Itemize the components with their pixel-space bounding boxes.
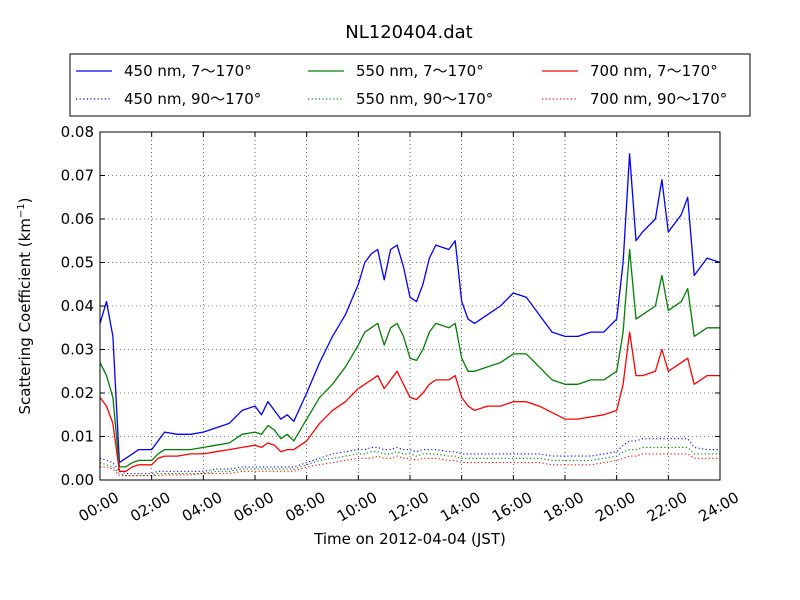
- x-tick-label: 00:00: [76, 488, 122, 525]
- series-line-0: [99, 153, 721, 464]
- y-tick-label: 0.02: [61, 384, 94, 402]
- legend-label: 450 nm, 7～170°: [124, 62, 252, 80]
- series-line-2: [99, 248, 720, 468]
- x-tick-label: 04:00: [179, 488, 225, 525]
- x-tick-label: 20:00: [592, 488, 638, 525]
- series-line-5: [100, 453, 720, 477]
- x-axis-label: Time on 2012-04-04 (JST): [313, 530, 506, 548]
- x-tick-label: 02:00: [127, 488, 173, 525]
- y-axis-label-sup: −1: [16, 203, 27, 218]
- x-tick-label: 14:00: [437, 488, 483, 525]
- y-tick-label: 0.07: [61, 167, 94, 185]
- legend: 450 nm, 7～170° 550 nm, 7～170° 700 nm, 7～17…: [69, 53, 751, 117]
- x-tick-label: 06:00: [231, 488, 277, 525]
- y-axis-label: Scattering Coefficient (km−1): [16, 197, 34, 414]
- y-tick-label: 0.06: [61, 210, 94, 228]
- x-tick-label: 10:00: [334, 488, 380, 525]
- legend-label: 450 nm, 90～170°: [124, 90, 261, 108]
- y-tick-label: 0.01: [61, 428, 94, 446]
- x-tick-label: 18:00: [541, 488, 587, 525]
- chart-title: NL120404.dat: [345, 22, 472, 43]
- y-tick-label: 0.08: [61, 123, 94, 141]
- x-tick-label: 24:00: [696, 488, 742, 525]
- x-tick-label: 22:00: [644, 488, 690, 525]
- series-line-4: [99, 331, 720, 472]
- y-axis-label-main: Scattering Coefficient (km: [16, 218, 34, 414]
- y-tick-label: 0.03: [61, 341, 94, 359]
- y-tick-label: 0.00: [61, 471, 94, 489]
- x-tick-label: 12:00: [386, 488, 432, 525]
- series-line-1: [99, 438, 720, 475]
- series-line-3: [99, 446, 720, 477]
- data-series: [99, 153, 721, 477]
- x-tick-label: 16:00: [489, 488, 535, 525]
- legend-label: 550 nm, 7～170°: [356, 62, 484, 80]
- legend-label: 550 nm, 90～170°: [356, 90, 493, 108]
- legend-label: 700 nm, 7～170°: [590, 62, 718, 80]
- y-axis-label-close: ): [16, 197, 34, 203]
- legend-box: [69, 53, 751, 117]
- y-tick-label: 0.04: [61, 297, 94, 315]
- y-tick-label: 0.05: [61, 254, 94, 272]
- legend-label: 700 nm, 90～170°: [590, 90, 727, 108]
- x-tick-label: 08:00: [282, 488, 328, 525]
